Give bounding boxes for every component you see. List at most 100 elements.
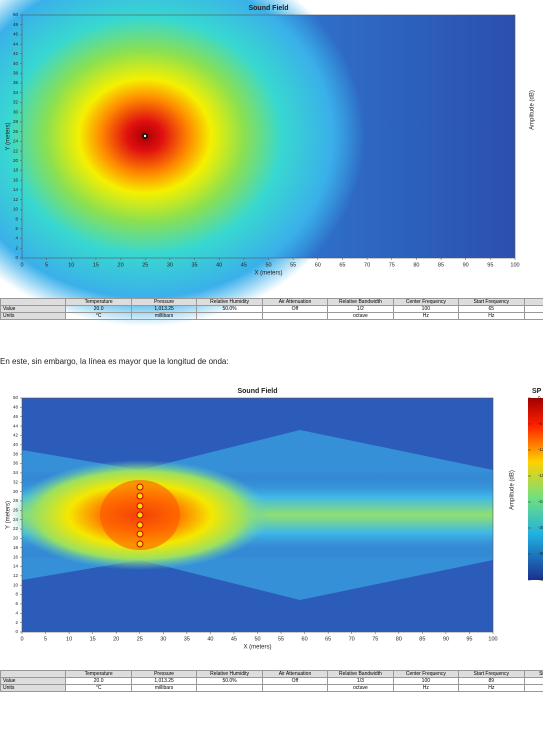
x-tick-label: 35 (184, 636, 190, 642)
heatmap-2 (10, 398, 543, 632)
table-cell (261, 684, 329, 692)
colorbar-tick-label: 0 (538, 395, 541, 400)
table-cell (523, 312, 543, 320)
x-tick-label: 75 (389, 262, 395, 268)
x-tick-label: 5 (45, 262, 48, 268)
x-tick-label: 0 (20, 262, 23, 268)
table: Temperature Pressure Relative Humidity Air … (0, 298, 543, 320)
x-tick-label: 70 (349, 636, 355, 642)
y-tick-label: 28 (13, 119, 19, 124)
y-tick-label: 6 (15, 226, 18, 231)
colorbar-tick-label: -24 (538, 499, 543, 504)
table-cell: millibars (130, 684, 198, 692)
x-tick-label: 65 (339, 262, 345, 268)
x-tick-label: 80 (413, 262, 419, 268)
y-tick-label: 50 (13, 12, 19, 17)
y-tick-label: 22 (13, 526, 19, 531)
y-tick-label: 32 (13, 479, 19, 484)
table-cell: Units (0, 684, 67, 692)
header-cell: Air Attenuation (261, 298, 329, 306)
table-cell: 1,013.25 (130, 677, 198, 685)
x-tick-label: 55 (278, 636, 284, 642)
x-tick-label: 50 (254, 636, 260, 642)
y-tick-label: 28 (13, 498, 19, 503)
x-axis-label: X (meters) (254, 271, 282, 277)
table-cell: millibars (130, 312, 198, 320)
table-row: Units°CmillibarsoctaveHzHzHz (0, 684, 543, 692)
x-tick-label: 65 (325, 636, 331, 642)
table-cell: Hz (458, 684, 525, 692)
x-tick-label: 95 (466, 636, 472, 642)
x-tick-label: 70 (364, 262, 370, 268)
x-tick-label: 20 (113, 636, 119, 642)
table-cell: 100 (392, 305, 460, 313)
parameter-table: Temperature Pressure Relative Humidity Air … (0, 670, 543, 692)
table-cell (196, 312, 263, 320)
header-cell: Relative Bandwidth (327, 298, 394, 306)
y-tick-label: 42 (13, 433, 19, 438)
table-cell: 113 (523, 677, 543, 685)
colorbar-tick-label: -42 (538, 577, 543, 582)
x-tick-label: 15 (93, 262, 99, 268)
y-tick-label: 10 (13, 582, 19, 587)
x-tick-label: 55 (290, 262, 296, 268)
y-tick-label: 22 (13, 148, 19, 153)
x-axis-label: X (meters) (243, 645, 271, 651)
y-tick-label: 46 (13, 32, 19, 37)
table-cell: Value (0, 305, 67, 313)
y-tick-label: 14 (13, 187, 19, 192)
y-tick-label: 30 (13, 489, 19, 494)
header-cell: Temperature (65, 298, 132, 306)
y-tick-label: 44 (13, 41, 19, 46)
x-tick-label: 85 (438, 262, 444, 268)
x-tick-label: 45 (231, 636, 237, 642)
x-tick-label: 40 (207, 636, 213, 642)
y-axis-label: Y (meters) (6, 501, 12, 529)
x-tick-label: 35 (191, 262, 197, 268)
table-row: Units °C millibars octave Hz Hz (0, 312, 543, 320)
header-cell: Stop Frequency (523, 670, 543, 678)
header-row: Temperature Pressure Relative Humidity Air … (0, 298, 543, 306)
y-tick-label: 48 (13, 405, 19, 410)
table-cell: °C (65, 312, 132, 320)
table-cell: 89 (458, 677, 525, 685)
y-tick-label: 2 (15, 620, 18, 625)
colorbar-tick-label: -30 (538, 525, 543, 530)
header-cell: Pressure (130, 298, 198, 306)
header-cell: Center Frequency (392, 298, 460, 306)
y-tick-label: 16 (13, 554, 19, 559)
figure-title: Sound Field (248, 5, 288, 12)
table-cell: Hz (392, 684, 460, 692)
corner-cell (0, 298, 67, 306)
y-tick-label: 42 (13, 51, 19, 56)
table-cell: 1,013.25 (130, 305, 198, 313)
colorbar-label: Amplitude (dB) (530, 90, 536, 130)
x-tick-label: 10 (68, 262, 74, 268)
x-tick-label: 80 (396, 636, 402, 642)
x-tick-label: 85 (419, 636, 425, 642)
table-cell: 1/3 (327, 677, 394, 685)
x-tick-label: 45 (241, 262, 247, 268)
header-cell: Relative Humidity (196, 298, 263, 306)
header-cell: Relative Bandwidth (327, 670, 394, 678)
y-tick-label: 26 (13, 508, 19, 513)
header-row: Temperature Pressure Relative Humidity Air … (0, 670, 543, 678)
table-cell: 20.0 (65, 677, 132, 685)
paragraph: En este, sin embargo, la línea es mayor … (0, 357, 229, 366)
header-cell: Air Attenuation (261, 670, 329, 678)
table-cell: Value (0, 677, 67, 685)
y-tick-label: 16 (13, 177, 19, 182)
header-cell: Start Frequency (458, 670, 525, 678)
table-cell: °C (65, 684, 132, 692)
table-cell: 100 (392, 677, 460, 685)
table-cell: octave (327, 684, 394, 692)
y-tick-label: 10 (13, 207, 19, 212)
x-tick-label: 0 (20, 636, 23, 642)
table: Temperature Pressure Relative Humidity Air … (0, 670, 543, 692)
x-tick-label: 25 (142, 262, 148, 268)
x-tick-label: 60 (302, 636, 308, 642)
table-cell: Off (261, 677, 329, 685)
